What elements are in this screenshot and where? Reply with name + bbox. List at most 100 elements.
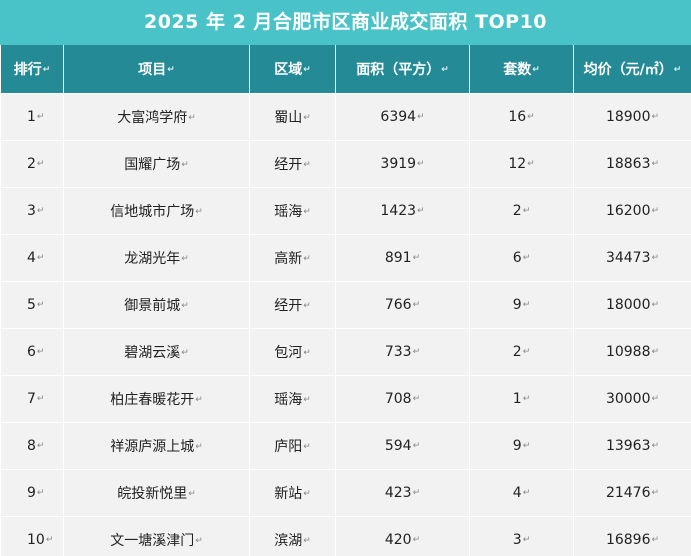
rank-value: 6 <box>27 344 44 360</box>
area-value: 766 <box>385 297 420 313</box>
rank-cell: 1 <box>0 93 64 141</box>
price-value: 34473 <box>606 250 659 266</box>
price-cell: 30000 <box>573 375 691 423</box>
table-row: 2 国耀广场 经开 3919 12 18863 <box>0 140 691 188</box>
area-cell: 423 <box>335 469 470 517</box>
units-cell: 1 <box>469 375 574 423</box>
ranking-table: 排行 项目 区域 面积（平方） 套数 均价（元/㎡） 1 大富鸿学府 蜀山 63… <box>0 45 691 556</box>
rank-cell: 9 <box>0 469 64 517</box>
area-cell: 766 <box>335 281 470 329</box>
rank-value: 9 <box>27 485 44 501</box>
district-cell: 新站 <box>249 469 336 517</box>
project-name: 御景前城 <box>124 298 189 314</box>
units-cell: 16 <box>469 93 574 141</box>
price-cell: 10988 <box>573 328 691 376</box>
price-value: 18863 <box>606 156 659 172</box>
header-project: 项目 <box>63 45 250 94</box>
rank-value: 1 <box>27 109 44 125</box>
header-district-label: 区域 <box>274 62 311 78</box>
rank-cell: 10 <box>0 516 64 556</box>
price-value: 18000 <box>606 297 659 313</box>
table-row: 9 皖投新悦里 新站 423 4 21476 <box>0 469 691 517</box>
district-name: 滨湖 <box>274 533 311 549</box>
district-name: 瑶海 <box>274 204 311 220</box>
units-cell: 9 <box>469 422 574 470</box>
table-row: 5 御景前城 经开 766 9 18000 <box>0 281 691 329</box>
price-cell: 16200 <box>573 187 691 235</box>
rank-value: 2 <box>27 156 44 172</box>
units-cell: 12 <box>469 140 574 188</box>
units-value: 1 <box>513 391 530 407</box>
units-value: 4 <box>513 485 530 501</box>
units-cell: 4 <box>469 469 574 517</box>
table-row: 3 信地城市广场 瑶海 1423 2 16200 <box>0 187 691 235</box>
rank-cell: 6 <box>0 328 64 376</box>
header-rank: 排行 <box>0 45 64 94</box>
price-value: 13963 <box>606 438 659 454</box>
units-value: 2 <box>513 344 530 360</box>
table-row: 1 大富鸿学府 蜀山 6394 16 18900 <box>0 93 691 141</box>
units-value: 2 <box>513 203 530 219</box>
project-name: 大富鸿学府 <box>117 110 196 126</box>
units-value: 12 <box>508 156 534 172</box>
area-cell: 733 <box>335 328 470 376</box>
area-value: 733 <box>385 344 420 360</box>
area-value: 3919 <box>380 156 424 172</box>
price-cell: 13963 <box>573 422 691 470</box>
area-cell: 1423 <box>335 187 470 235</box>
header-units-label: 套数 <box>503 62 540 78</box>
header-price: 均价（元/㎡） <box>573 45 691 94</box>
district-cell: 高新 <box>249 234 336 282</box>
price-cell: 16896 <box>573 516 691 556</box>
project-name: 皖投新悦里 <box>117 486 196 502</box>
project-name: 文一塘溪津门 <box>110 533 203 549</box>
district-cell: 经开 <box>249 281 336 329</box>
rank-cell: 7 <box>0 375 64 423</box>
district-name: 包河 <box>274 345 311 361</box>
district-cell: 滨湖 <box>249 516 336 556</box>
area-value: 420 <box>385 532 420 548</box>
page-title: 2025 年 2 月合肥市区商业成交面积 TOP10 <box>0 0 691 45</box>
project-name: 祥源庐源上城 <box>110 439 203 455</box>
area-value: 6394 <box>380 109 424 125</box>
area-cell: 891 <box>335 234 470 282</box>
units-value: 3 <box>513 532 530 548</box>
area-value: 1423 <box>380 203 424 219</box>
district-cell: 瑶海 <box>249 375 336 423</box>
area-value: 708 <box>385 391 420 407</box>
table-row: 10 文一塘溪津门 滨湖 420 3 16896 <box>0 516 691 556</box>
price-cell: 21476 <box>573 469 691 517</box>
table-body: 1 大富鸿学府 蜀山 6394 16 18900 2 国耀广场 经开 3919 … <box>0 93 691 556</box>
table-header: 排行 项目 区域 面积（平方） 套数 均价（元/㎡） <box>0 45 691 94</box>
table-row: 6 碧湖云溪 包河 733 2 10988 <box>0 328 691 376</box>
project-cell: 柏庄春暖花开 <box>63 375 250 423</box>
rank-value: 3 <box>27 203 44 219</box>
area-cell: 6394 <box>335 93 470 141</box>
district-name: 高新 <box>274 251 311 267</box>
units-value: 6 <box>513 250 530 266</box>
rank-value: 10 <box>27 532 53 548</box>
district-name: 瑶海 <box>274 392 311 408</box>
district-cell: 包河 <box>249 328 336 376</box>
price-value: 21476 <box>606 485 659 501</box>
project-name: 柏庄春暖花开 <box>110 392 203 408</box>
header-price-label: 均价（元/㎡） <box>584 62 682 78</box>
project-name: 碧湖云溪 <box>124 345 189 361</box>
area-cell: 3919 <box>335 140 470 188</box>
district-name: 庐阳 <box>274 439 311 455</box>
district-name: 蜀山 <box>274 110 311 126</box>
table-row: 8 祥源庐源上城 庐阳 594 9 13963 <box>0 422 691 470</box>
rank-value: 7 <box>27 391 44 407</box>
header-rank-label: 排行 <box>14 62 51 78</box>
project-cell: 大富鸿学府 <box>63 93 250 141</box>
district-name: 经开 <box>274 298 311 314</box>
units-value: 9 <box>513 297 530 313</box>
units-cell: 3 <box>469 516 574 556</box>
units-value: 9 <box>513 438 530 454</box>
area-cell: 420 <box>335 516 470 556</box>
project-cell: 国耀广场 <box>63 140 250 188</box>
units-cell: 6 <box>469 234 574 282</box>
price-value: 16896 <box>606 532 659 548</box>
area-value: 423 <box>385 485 420 501</box>
